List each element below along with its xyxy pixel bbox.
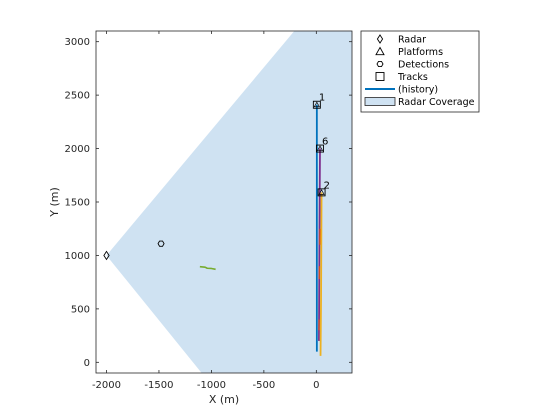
platform-marker-2 bbox=[318, 189, 325, 195]
track-marker-1 bbox=[312, 100, 321, 109]
history-line-2 bbox=[318, 148, 321, 341]
track-label-2: 2 bbox=[324, 180, 330, 191]
track-label-6: 6 bbox=[322, 137, 328, 148]
y-tick-label-2: 500 bbox=[71, 304, 90, 315]
legend-marker-radar-coverage bbox=[364, 97, 396, 106]
legend-label-platforms: Platforms bbox=[398, 47, 443, 58]
legend-label-detections: Detections bbox=[398, 60, 449, 71]
history-line-7 bbox=[199, 265, 216, 271]
history-line-3 bbox=[319, 192, 323, 356]
y-tick-label-1: 0 bbox=[84, 358, 90, 369]
platform-marker-6 bbox=[316, 145, 324, 151]
track-marker-6 bbox=[316, 144, 324, 153]
legend-marker-platforms bbox=[375, 46, 385, 56]
radar-coverage-patch bbox=[106, 31, 352, 373]
y-tick-label-3: 1000 bbox=[65, 251, 90, 262]
y-tick-label-4: 1500 bbox=[65, 198, 90, 209]
legend-label-history: (history) bbox=[398, 85, 438, 96]
legend-label-radar-coverage: Radar Coverage bbox=[398, 97, 475, 108]
y-tick-label-5: 2000 bbox=[65, 144, 90, 155]
x-axis-label: X (m) bbox=[209, 393, 239, 406]
legend-marker-radar bbox=[376, 34, 384, 44]
x-tick-label-4: -500 bbox=[253, 380, 276, 391]
legend-marker-detections bbox=[376, 60, 384, 68]
legend-marker-tracks bbox=[375, 72, 385, 81]
y-axis-label: Y (m) bbox=[48, 187, 61, 218]
y-tick-label-6: 2500 bbox=[65, 91, 90, 102]
x-tick-label-1: -2000 bbox=[92, 380, 121, 391]
platform-marker-1 bbox=[313, 101, 320, 108]
x-tick-label-5: 0 bbox=[313, 380, 319, 391]
track-label-1: 1 bbox=[319, 93, 325, 104]
radar-marker bbox=[103, 250, 110, 261]
legend-label-tracks: Tracks bbox=[397, 72, 428, 83]
x-tick-label-2: -1500 bbox=[144, 380, 173, 391]
detection-marker-1 bbox=[157, 240, 165, 247]
y-tick-label-7: 3000 bbox=[65, 37, 90, 48]
x-tick-label-3: -1000 bbox=[197, 380, 226, 391]
track-marker-2 bbox=[317, 188, 326, 197]
legend-label-radar: Radar bbox=[398, 35, 426, 46]
